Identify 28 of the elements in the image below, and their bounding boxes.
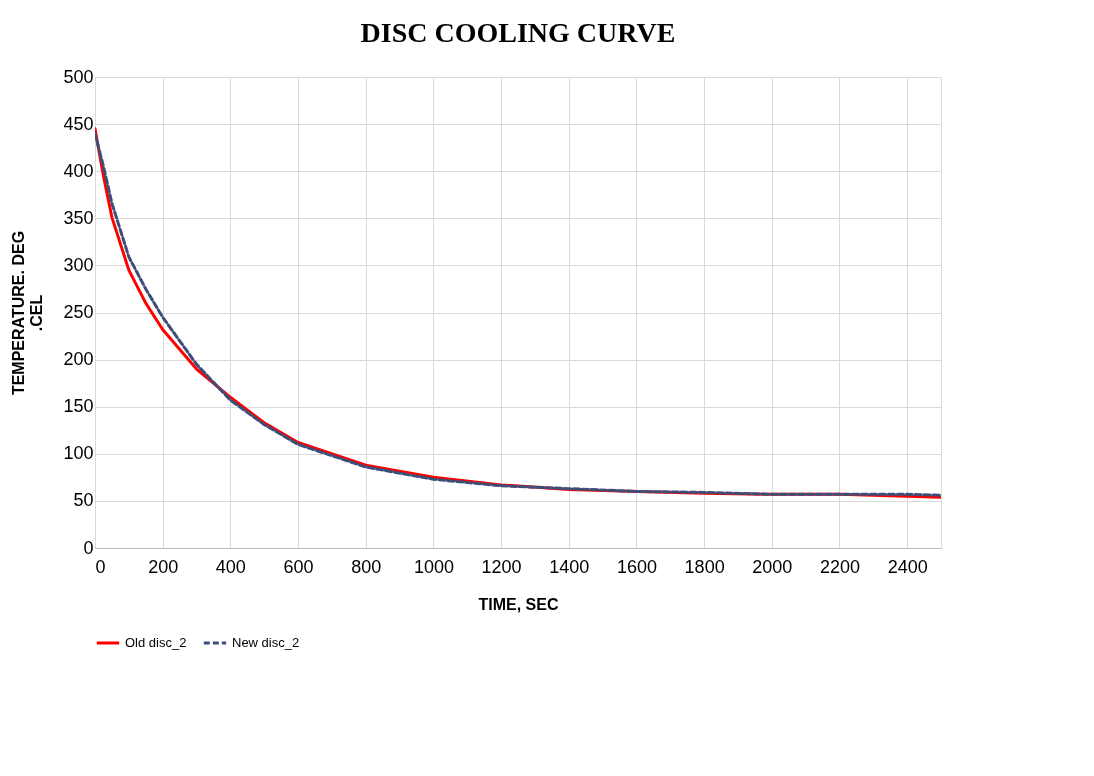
x-tick-label: 1800 <box>684 556 725 577</box>
x-tick-label: 1400 <box>549 556 590 577</box>
x-tick-label: 800 <box>351 556 382 577</box>
legend-label: New disc_2 <box>232 635 300 650</box>
x-tick-label: 1600 <box>616 556 657 577</box>
x-tick-label: 2200 <box>819 556 860 577</box>
chart-title: DISC COOLING CURVE <box>360 17 676 48</box>
y-tick-label: 450 <box>63 113 94 134</box>
y-tick-label: 350 <box>63 207 94 228</box>
x-tick-label: 1200 <box>481 556 522 577</box>
legend-label: Old disc_2 <box>125 635 187 650</box>
x-tick-label: 600 <box>283 556 314 577</box>
x-tick-label: 400 <box>215 556 246 577</box>
x-axis-title: TIME, SEC <box>478 595 559 613</box>
x-tick-label: 1000 <box>413 556 454 577</box>
y-tick-label: 500 <box>63 66 94 87</box>
y-tick-label: 150 <box>63 396 94 417</box>
y-tick-label: 250 <box>63 302 94 322</box>
y-tick-label: 100 <box>63 443 94 464</box>
y-tick-label: 0 <box>83 537 94 558</box>
y-tick-label: 400 <box>63 160 94 181</box>
x-tick-label: 200 <box>148 556 179 577</box>
x-tick-label: 2400 <box>887 556 928 577</box>
y-tick-label: 300 <box>63 254 94 275</box>
y-tick-label: 50 <box>73 490 94 511</box>
y-axis-title: TEMPERATURE. DEG .CEL <box>10 230 46 396</box>
y-tick-label: 200 <box>63 349 94 370</box>
x-tick-label: 2000 <box>752 556 793 577</box>
